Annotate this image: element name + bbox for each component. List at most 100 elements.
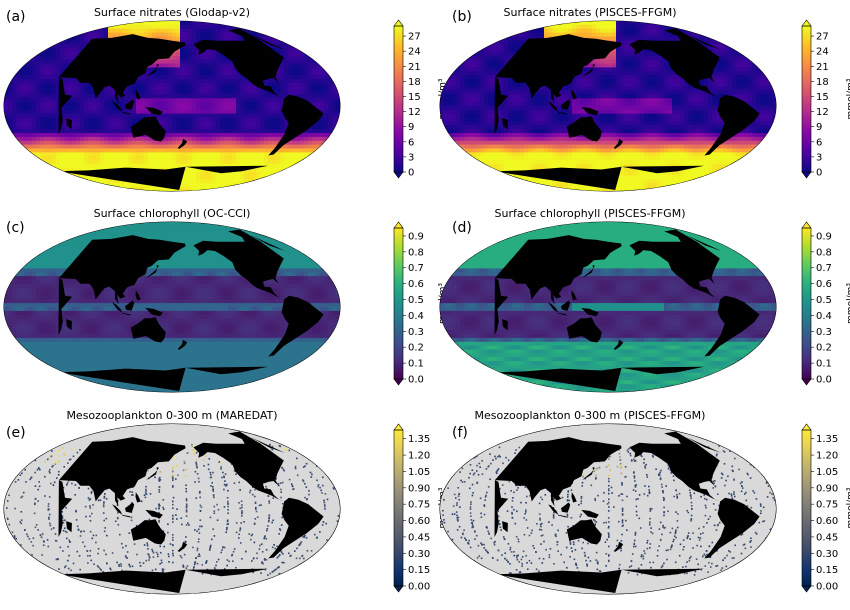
colorbar-tick-label: 0.60: [408, 516, 430, 527]
panel-title: Mesozooplankton 0-300 m (MAREDAT): [66, 409, 277, 422]
map-field: [440, 222, 776, 392]
colorbar: [802, 228, 811, 379]
colorbar-unit-label: mmol/m³: [846, 78, 850, 119]
colorbar: [394, 228, 403, 379]
colorbar-tick-label: 12: [816, 107, 829, 118]
colorbar-tick-label: 21: [408, 62, 421, 73]
land-mask: [494, 229, 760, 391]
colorbar-tick-label: 0: [408, 168, 414, 179]
colorbar-tick-label: 0.0: [408, 375, 424, 386]
colorbar-tick-label: 0.15: [408, 565, 430, 576]
colorbar-tick-label: 0.45: [816, 532, 838, 543]
colorbar-tick-label: 3: [408, 152, 414, 163]
colorbar-extend-max: [801, 423, 812, 431]
colorbar-tick-label: 18: [408, 77, 421, 88]
map-field: [4, 222, 340, 392]
colorbar-extend-min: [801, 378, 812, 386]
colorbar-tick-label: 0.6: [816, 279, 832, 290]
colorbar-tick-label: 0.4: [816, 311, 832, 322]
panel-label: (b): [452, 9, 472, 25]
map-field: [4, 21, 340, 191]
colorbar-tick-label: 9: [408, 122, 414, 133]
panel-title: Surface chlorophyll (OC-CCI): [94, 207, 251, 220]
colorbar-tick-label: 3: [816, 152, 822, 163]
panel-label: (f): [452, 425, 468, 441]
colorbar-tick-label: 1.05: [408, 467, 430, 478]
colorbar-tick-label: 15: [816, 92, 829, 103]
panel-f: Mesozooplankton 0-300 m (PISCES-FFGM) (f)…: [439, 409, 850, 595]
colorbar-tick-label: 6: [816, 137, 822, 148]
colorbar-tick-label: 0.1: [816, 359, 832, 370]
colorbar-tick-label: 1.35: [408, 434, 430, 445]
colorbar-tick-label: 0.90: [816, 483, 838, 494]
map-field: [440, 424, 776, 594]
colorbar-tick-label: 0.7: [408, 263, 424, 274]
map-field: [440, 21, 776, 191]
colorbar-tick-label: 0.0: [816, 375, 832, 386]
colorbar-tick-label: 24: [816, 47, 829, 58]
colorbar-tick-label: 0.9: [408, 231, 424, 242]
colorbar-tick-label: 0.8: [816, 247, 832, 258]
colorbar-tick-label: 0.4: [408, 311, 424, 322]
colorbar-tick-label: 0.00: [816, 582, 838, 593]
colorbar-tick-label: 1.20: [408, 451, 430, 462]
land-mask: [58, 431, 324, 593]
panel-label: (a): [6, 9, 26, 25]
colorbar-tick-label: 27: [408, 32, 421, 43]
colorbar-extend-max: [801, 221, 812, 229]
colorbar: [802, 26, 811, 172]
panel-title: Surface chlorophyll (PISCES-FFGM): [495, 207, 686, 220]
land-mask: [58, 28, 324, 190]
colorbar-tick-label: 0.7: [816, 263, 832, 274]
colorbar-extend-min: [393, 378, 404, 386]
land-mask: [494, 431, 760, 593]
colorbar-tick-label: 0.2: [408, 343, 424, 354]
colorbar-tick-label: 27: [816, 32, 829, 43]
colorbar-unit-label: mmol/m³: [846, 283, 850, 324]
colorbar-tick-label: 18: [816, 77, 829, 88]
colorbar-extend-max: [393, 19, 404, 27]
colorbar-tick-label: 1.20: [816, 451, 838, 462]
colorbar-tick-label: 0.75: [816, 500, 838, 511]
colorbar-tick-label: 0.5: [408, 295, 424, 306]
colorbar-tick-label: 0.30: [408, 549, 430, 560]
colorbar-extend-min: [801, 171, 812, 179]
colorbar-extend-max: [393, 423, 404, 431]
colorbar-extend-min: [393, 171, 404, 179]
colorbar-extend-max: [393, 221, 404, 229]
colorbar-extend-min: [801, 585, 812, 593]
land-mask: [494, 28, 760, 190]
colorbar-tick-label: 0.9: [816, 231, 832, 242]
colorbar-tick-label: 1.05: [816, 467, 838, 478]
colorbar-tick-label: 21: [816, 62, 829, 73]
colorbar-tick-label: 0.2: [816, 343, 832, 354]
colorbar-tick-label: 0.90: [408, 483, 430, 494]
colorbar: [394, 430, 403, 586]
colorbar-tick-label: 0.60: [816, 516, 838, 527]
colorbar-tick-label: 1.35: [816, 434, 838, 445]
colorbar-tick-label: 0.45: [408, 532, 430, 543]
colorbar-tick-label: 12: [408, 107, 421, 118]
colorbar-unit-label: mmol/m³: [846, 487, 850, 528]
colorbar-tick-label: 0.5: [816, 295, 832, 306]
colorbar-extend-min: [393, 585, 404, 593]
panel-label: (e): [6, 425, 26, 441]
colorbar-tick-label: 24: [408, 47, 421, 58]
panel-title: Surface nitrates (PISCES-FFGM): [503, 6, 676, 19]
colorbar-tick-label: 0.15: [816, 565, 838, 576]
map-field: [4, 424, 340, 594]
panel-label: (d): [452, 220, 472, 236]
colorbar-tick-label: 0.1: [408, 359, 424, 370]
colorbar-extend-max: [801, 19, 812, 27]
colorbar-tick-label: 0.8: [408, 247, 424, 258]
colorbar-tick-label: 0.00: [408, 582, 430, 593]
colorbar-tick-label: 15: [408, 92, 421, 103]
colorbar-tick-label: 0.3: [816, 327, 832, 338]
colorbar: [802, 430, 811, 586]
colorbar-tick-label: 0.75: [408, 500, 430, 511]
colorbar-tick-label: 0.6: [408, 279, 424, 290]
panel-title: Mesozooplankton 0-300 m (PISCES-FFGM): [475, 409, 706, 422]
colorbar: [394, 26, 403, 172]
colorbar-tick-label: 6: [408, 137, 414, 148]
